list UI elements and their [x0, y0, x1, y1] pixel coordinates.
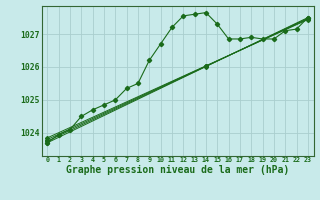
X-axis label: Graphe pression niveau de la mer (hPa): Graphe pression niveau de la mer (hPa): [66, 165, 289, 175]
